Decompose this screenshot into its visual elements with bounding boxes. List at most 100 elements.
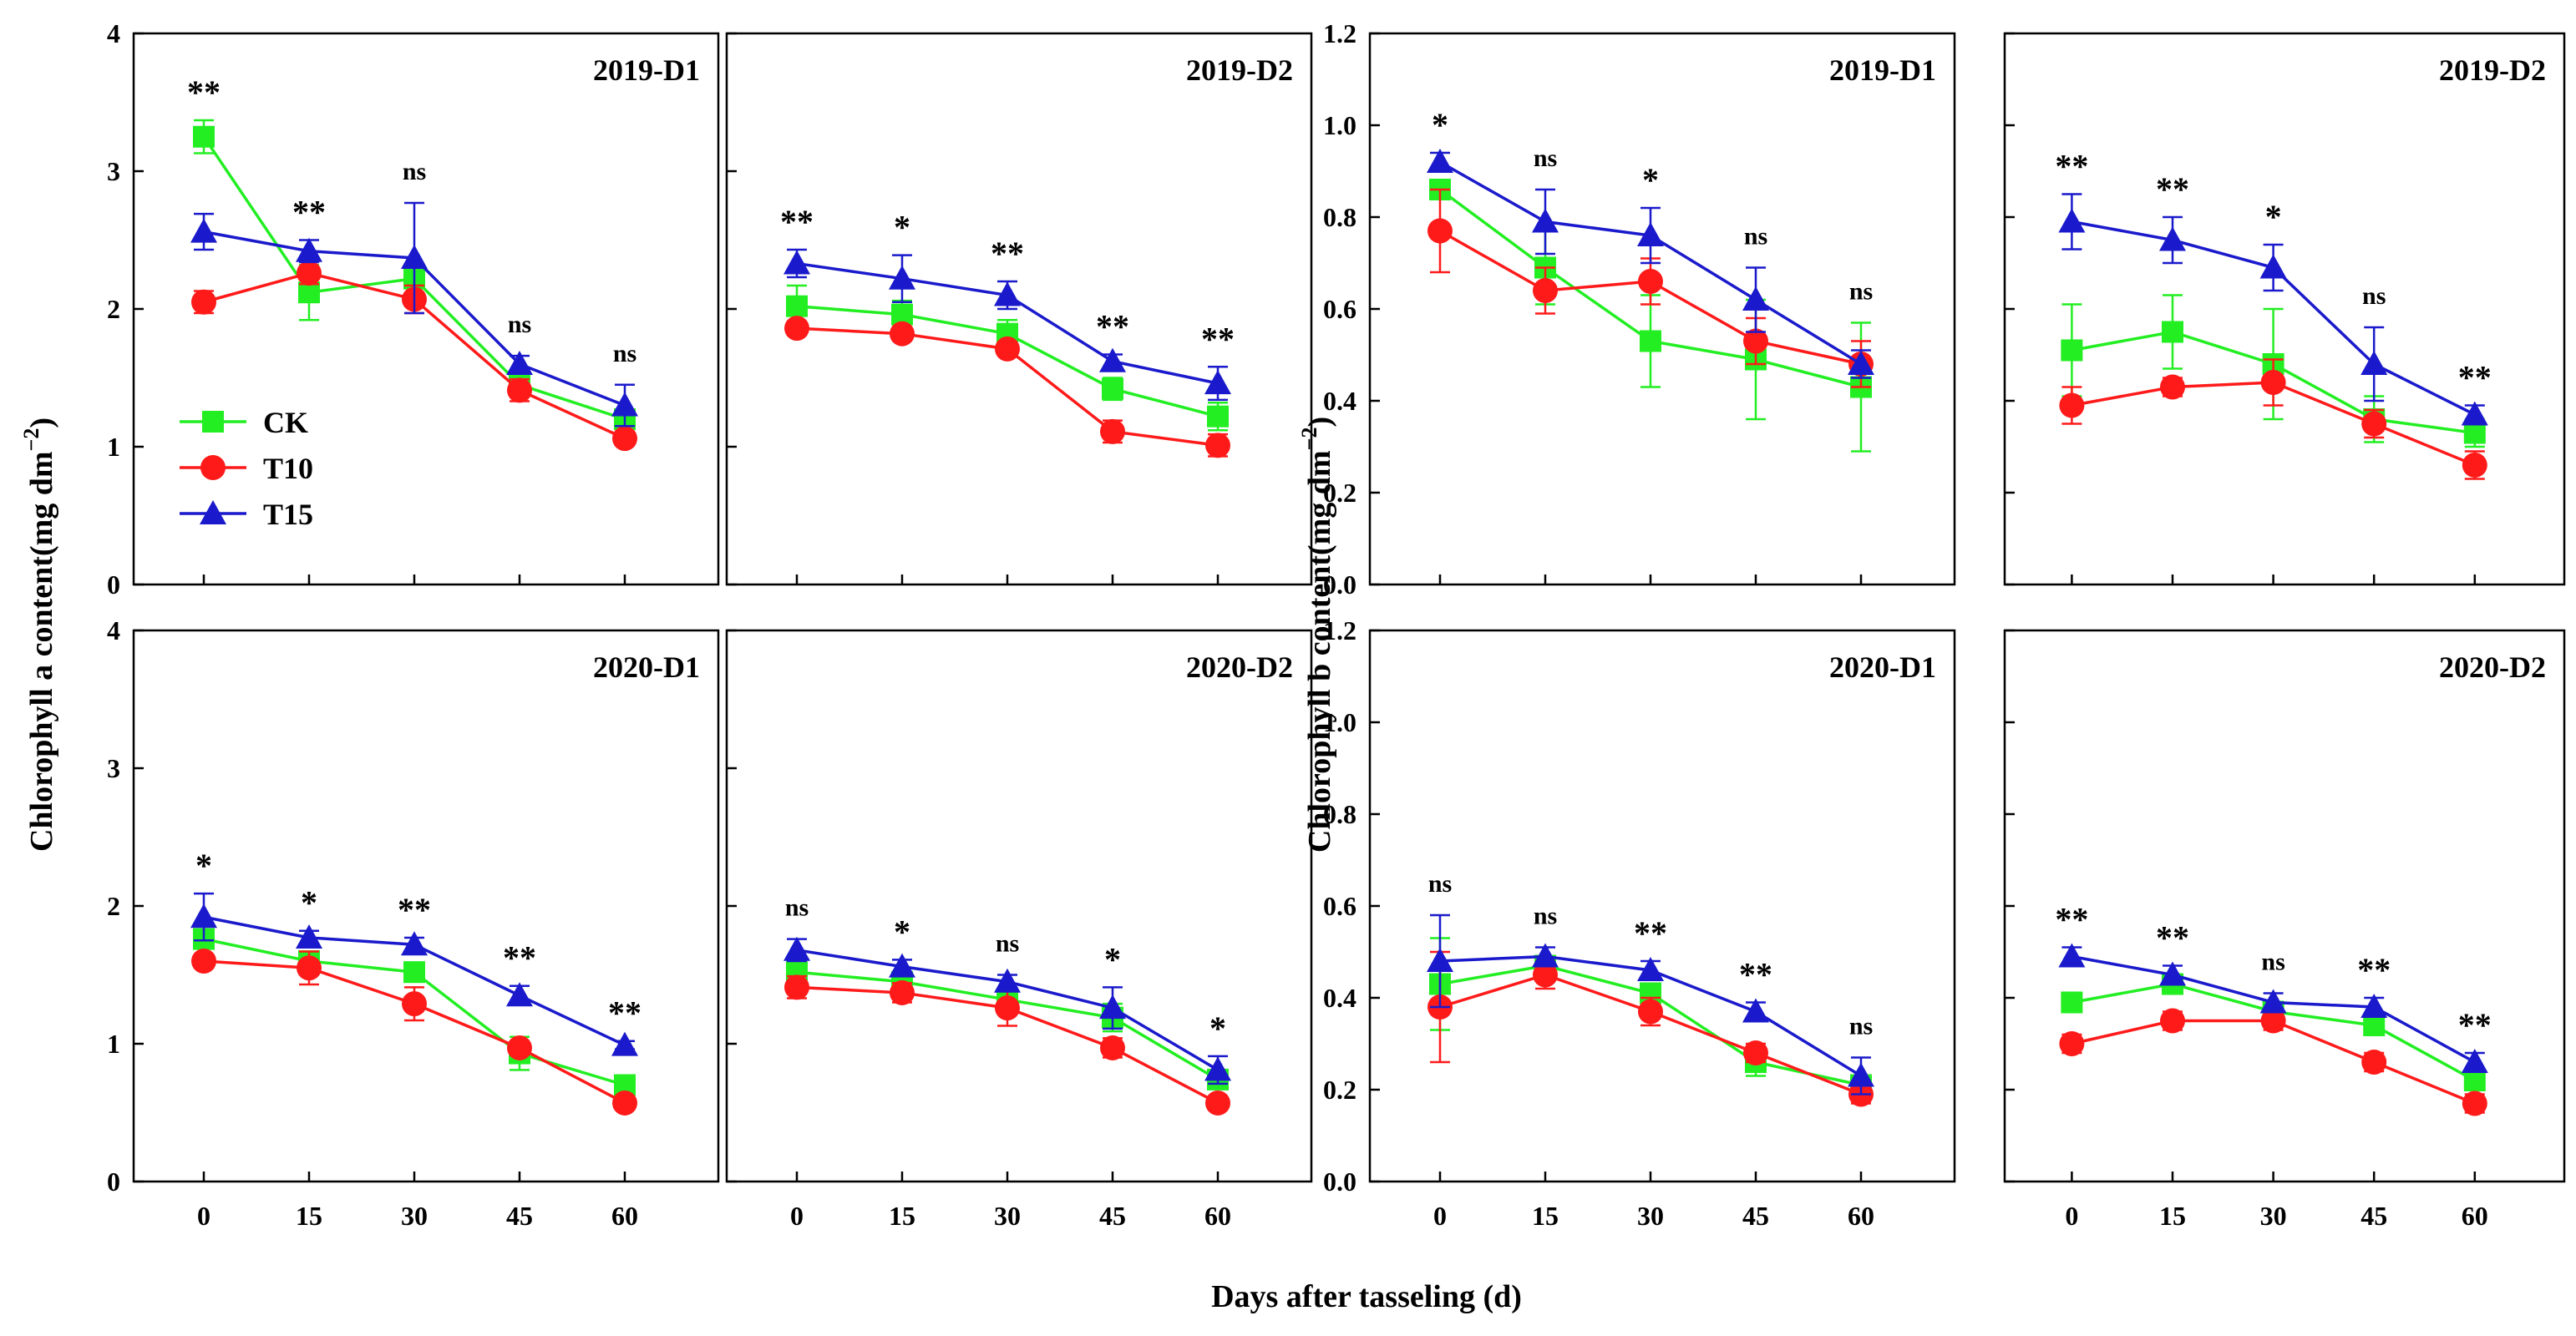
- series-t10: [2059, 358, 2487, 480]
- series-t15: [783, 936, 1231, 1086]
- panel-7: 0.0 0.2 0.4 0.6 0.8 1.0 1.2 0 15 30 45 60 2020-D1 ns n…: [1323, 615, 1956, 1231]
- legend-label: T10: [263, 452, 313, 485]
- series-t10: [191, 949, 637, 1116]
- plot-frame: [1368, 32, 1956, 586]
- y-tick-label: 4: [107, 615, 120, 645]
- data-point: [296, 924, 322, 949]
- data-point: [783, 250, 810, 275]
- data-point: [2363, 1015, 2386, 1036]
- data-point: [2058, 208, 2086, 233]
- y-axis-label-chlorophyll-b: Chlorophyll b content(mg dm−2): [1297, 417, 1337, 853]
- x-tick-label: 45: [2360, 1201, 2387, 1231]
- significance-label: **: [2357, 951, 2391, 989]
- y-tick-label: 2: [107, 891, 120, 921]
- legend-marker: [202, 411, 224, 433]
- series-t10: [784, 974, 1230, 1116]
- y-tick-label: 0.8: [1323, 202, 1356, 232]
- y-tick-label: 2: [107, 294, 120, 324]
- significance-label: *: [2265, 198, 2282, 235]
- significance-label: ns: [785, 894, 809, 922]
- panel-title: 2019-D2: [2439, 53, 2546, 87]
- y-tick-label: 3: [107, 753, 120, 783]
- data-point: [401, 244, 428, 269]
- data-point: [1427, 948, 1453, 972]
- data-point: [786, 295, 808, 317]
- significance-label: *: [1642, 161, 1659, 199]
- significance-label: **: [2458, 359, 2492, 397]
- data-point: [611, 392, 638, 417]
- data-point: [506, 982, 533, 1007]
- data-point: [1205, 1090, 1230, 1116]
- significance-label: ns: [1849, 278, 1873, 306]
- significance-label: **: [2156, 919, 2189, 957]
- data-point: [2259, 989, 2287, 1014]
- panel-6: 0 15 30 45 60 2020-D2 ns * ns * *: [725, 629, 1313, 1231]
- data-point: [1102, 377, 1123, 400]
- data-point: [1533, 278, 1558, 303]
- data-point: [296, 237, 322, 262]
- significance-label: ns: [2362, 282, 2386, 310]
- data-point: [1638, 999, 1663, 1025]
- significance-label: ns: [1849, 1013, 1873, 1040]
- data-point: [1207, 405, 1229, 428]
- data-point: [1205, 433, 1230, 458]
- data-point: [1532, 943, 1559, 968]
- data-point: [1204, 370, 1231, 395]
- data-point: [994, 968, 1021, 993]
- significance-label: **: [991, 235, 1024, 272]
- x-tick-label: 0: [2065, 1201, 2078, 1231]
- y-tick-label: 0.0: [1323, 1166, 1356, 1197]
- significance-label: *: [301, 884, 317, 922]
- x-tick-label: 0: [1433, 1201, 1447, 1231]
- data-point: [403, 961, 425, 984]
- data-point: [507, 1035, 532, 1060]
- y-tick-label: 3: [107, 156, 120, 186]
- significance-label: ns: [508, 311, 531, 338]
- panel-title: 2020-D2: [1186, 650, 1293, 684]
- data-point: [2160, 1008, 2185, 1034]
- data-point: [1743, 1040, 1768, 1065]
- data-point: [1640, 330, 1661, 352]
- data-point: [611, 1031, 638, 1056]
- data-point: [1743, 328, 1768, 354]
- data-point: [1742, 286, 1769, 311]
- x-tick-label: 15: [1532, 1201, 1559, 1231]
- data-point: [2462, 1091, 2487, 1116]
- significance-label: ns: [613, 340, 636, 367]
- data-point: [890, 979, 915, 1005]
- significance-label: **: [1096, 307, 1129, 345]
- x-axis-label: Days after tasseling (d): [1211, 1279, 1522, 1314]
- panel-2: 2019-D2** ***** **: [725, 32, 1313, 586]
- data-point: [612, 1090, 637, 1116]
- legend: CK T10 T15: [180, 406, 313, 531]
- y-tick-label: 1.0: [1323, 707, 1356, 737]
- significance-label: *: [894, 209, 910, 246]
- significance-label: ns: [1428, 870, 1452, 898]
- data-point: [1099, 994, 1126, 1020]
- x-tick-label: 60: [2462, 1201, 2488, 1231]
- legend-label: CK: [263, 406, 308, 439]
- y-tick-label: 0.4: [1323, 983, 1356, 1013]
- legend-marker: [200, 500, 226, 524]
- significance-label: *: [1104, 940, 1121, 978]
- panel-4: 2019-D2*****ns**: [2003, 32, 2566, 586]
- panel-title: 2019-D1: [1829, 53, 1936, 87]
- significance-label: **: [2055, 901, 2088, 939]
- panel-3: 0.0 0.2 0.4 0.6 0.8 1.0 1.2 2019-D1 * ns * ns ns: [1323, 18, 1956, 600]
- data-point: [2059, 1031, 2085, 1056]
- data-point: [890, 321, 915, 347]
- series-t10: [2059, 1008, 2487, 1116]
- legend-marker: [200, 455, 226, 480]
- data-point: [1427, 218, 1453, 244]
- data-point: [297, 955, 322, 981]
- data-point: [1204, 1056, 1231, 1081]
- data-point: [889, 265, 915, 290]
- data-point: [784, 316, 809, 342]
- data-point: [2361, 1050, 2387, 1075]
- data-point: [2159, 226, 2186, 251]
- data-point: [1848, 1062, 1874, 1087]
- legend-item-t10: T10: [180, 452, 313, 485]
- data-point: [783, 936, 810, 961]
- data-point: [2461, 401, 2488, 426]
- y-tick-label: 1.2: [1323, 18, 1356, 48]
